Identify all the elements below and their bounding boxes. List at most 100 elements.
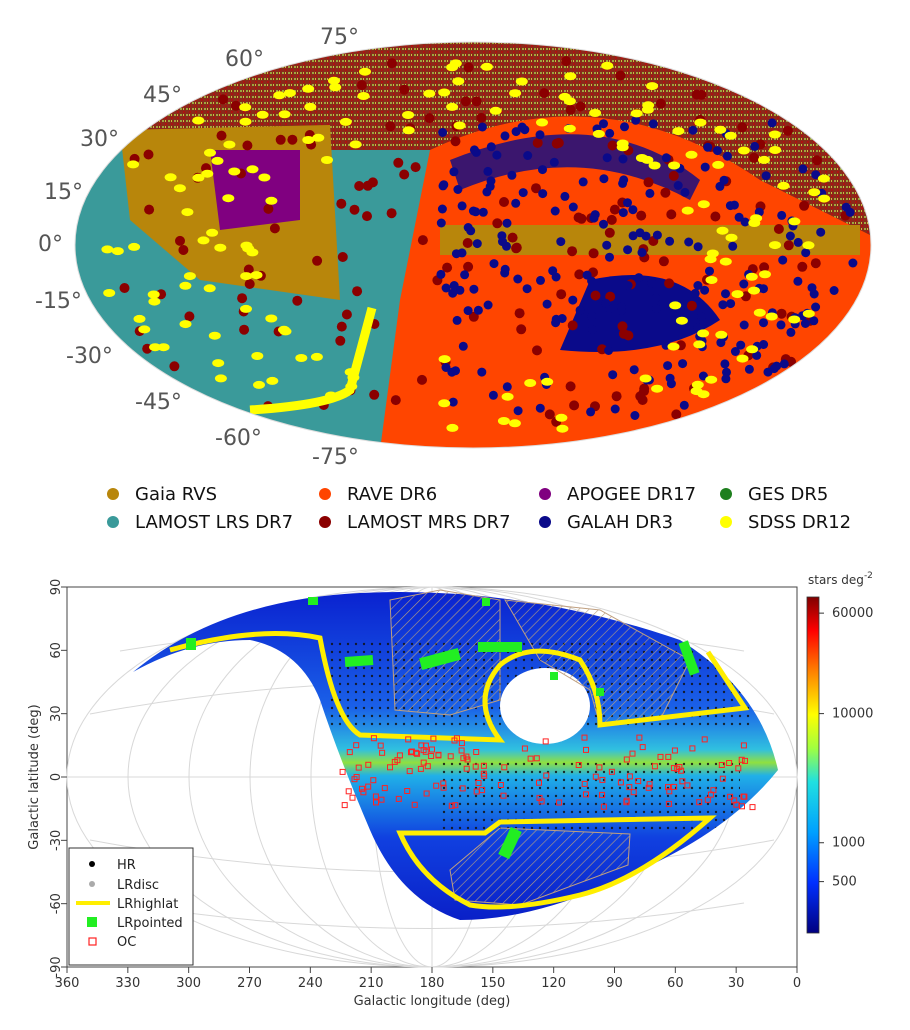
- galah-dot: [523, 151, 533, 160]
- galah-dot: [502, 218, 512, 228]
- galah-dot: [549, 157, 559, 167]
- lamost-mrs-dot: [615, 70, 626, 81]
- oc-marker: [481, 772, 488, 779]
- hatched-region-south: [449, 827, 631, 906]
- galah-dot: [513, 274, 523, 284]
- oc-marker: [451, 737, 458, 744]
- sdss-dot: [173, 184, 186, 193]
- lamost-mrs-dot: [463, 261, 474, 272]
- galah-dot: [816, 227, 826, 237]
- sdss-dot: [101, 245, 114, 254]
- lamost-mrs-dot: [237, 293, 248, 304]
- lamost-mrs-dot: [782, 125, 793, 136]
- lat-label-15: 15°: [44, 180, 83, 205]
- sdss-dot: [564, 72, 577, 81]
- colorbar-ticks: 60000 10000 1000 500: [819, 606, 873, 890]
- galah-dot: [438, 128, 448, 137]
- oc-marker: [645, 784, 652, 791]
- lamost-mrs-dot: [507, 232, 518, 243]
- x-tick-label: 0: [793, 976, 801, 991]
- lamost-mrs-dot: [216, 130, 227, 141]
- oc-marker: [429, 746, 435, 753]
- oc-marker: [365, 761, 372, 768]
- x-tick-label: 240: [298, 976, 323, 991]
- galah-dot: [469, 284, 479, 294]
- galah-north-region: [450, 134, 700, 200]
- oc-marker: [635, 778, 642, 785]
- galah-dot: [437, 204, 447, 214]
- lamost-mrs-dot: [556, 289, 567, 300]
- lamost-mrs-dot: [471, 96, 482, 107]
- lamost-mrs-dot: [609, 204, 620, 215]
- sdss-dot: [222, 194, 235, 203]
- galah-dot: [618, 154, 628, 164]
- oc-marker: [678, 767, 685, 774]
- sdss-dot: [103, 289, 116, 297]
- galah-dot: [448, 397, 458, 407]
- sdss-dot: [295, 354, 308, 362]
- lat-label-75: 75°: [320, 25, 359, 50]
- oc-marker: [623, 756, 630, 763]
- galah-dot: [511, 127, 521, 137]
- sdss-dots: [101, 59, 831, 433]
- sdss-dot: [402, 126, 415, 135]
- lamost-mrs-dot: [442, 262, 453, 273]
- galah-dot: [829, 286, 839, 295]
- oc-marker: [447, 753, 454, 760]
- legend-label: APOGEE DR17: [567, 484, 696, 505]
- galah-dot: [601, 298, 611, 308]
- galah-dot: [629, 365, 639, 375]
- oc-marker: [679, 778, 686, 785]
- lrhighlat-north-outline: [169, 631, 750, 743]
- lamost-mrs-dot: [462, 238, 473, 248]
- lamost-mrs-dot: [292, 295, 303, 306]
- galah-dot: [679, 400, 689, 410]
- oc-marker: [452, 802, 459, 809]
- galah-dot: [599, 119, 608, 129]
- galah-dot: [807, 283, 817, 293]
- lamost-mrs-dot: [463, 62, 474, 73]
- oc-marker: [575, 762, 582, 768]
- galah-dot: [759, 318, 768, 328]
- lamost-mrs-dot: [242, 140, 253, 151]
- galah-dot: [651, 293, 661, 303]
- lamost-mrs-dot: [617, 321, 628, 332]
- y-tick-label: 90: [49, 579, 64, 596]
- lamost-mrs-dot: [511, 242, 522, 253]
- lamost-mrs-dot: [565, 104, 576, 115]
- lamost-mrs-dot: [417, 374, 427, 385]
- galah-dot: [752, 350, 762, 360]
- lamost-mrs-dot: [514, 308, 525, 319]
- legend-marker: [89, 881, 95, 887]
- oc-marker: [377, 742, 384, 749]
- oc-marker: [501, 764, 508, 771]
- colorbar-tick-label: 10000: [832, 707, 873, 722]
- oc-marker: [472, 763, 479, 770]
- galah-dot: [623, 281, 633, 290]
- oc-marker: [671, 747, 678, 754]
- legend-item-lamost-mrs: LAMOST MRS DR7: [319, 512, 511, 533]
- sdss-dot: [769, 146, 782, 154]
- sdss-dot: [691, 380, 704, 389]
- galah-dot: [811, 170, 821, 180]
- sdss-dot: [446, 423, 459, 432]
- lamost-mrs-dot: [812, 155, 822, 166]
- sdss-dot: [759, 270, 771, 279]
- lamost-mrs-dot: [604, 227, 615, 238]
- sdss-dot: [697, 200, 710, 209]
- oc-marker: [701, 736, 708, 743]
- y-tick-label: 60: [49, 642, 64, 659]
- galah-dot: [578, 177, 588, 187]
- lamost-mrs-dot: [230, 100, 241, 111]
- sdss-dot: [669, 301, 682, 310]
- galah-dot: [703, 142, 713, 152]
- sdss-dot: [589, 109, 602, 117]
- sdss-dot: [438, 355, 451, 364]
- legend-item-rave-dr6: RAVE DR6: [319, 484, 437, 505]
- galah-dot: [463, 306, 473, 316]
- sdss-dot: [204, 148, 216, 157]
- galah-dot: [845, 207, 855, 217]
- oc-marker: [339, 768, 346, 775]
- sdss-dot: [402, 111, 415, 119]
- sdss-dot: [359, 67, 371, 76]
